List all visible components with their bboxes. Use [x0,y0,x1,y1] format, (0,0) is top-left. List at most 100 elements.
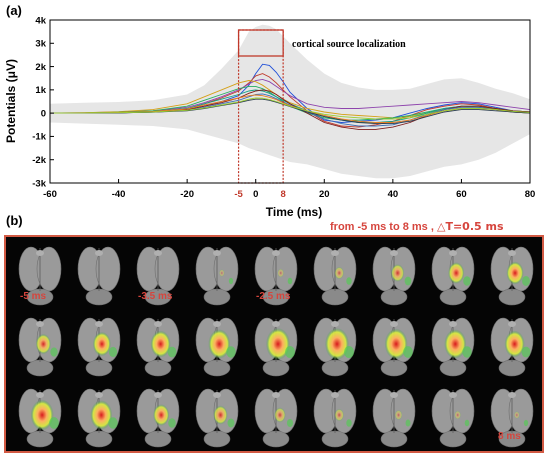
highlight-window [237,29,284,184]
brain-image [195,317,239,377]
cerebellum [26,359,54,377]
y-axis-ticks: -3k -2k -1k 0 1k 2k 3k 4k [32,15,54,189]
activation-blob [208,329,231,359]
y-tick-label: 0 [41,108,46,119]
brain-frame: -5 ms [10,239,70,311]
olfactory-bulb [331,392,339,398]
olfactory-bulb [272,392,280,398]
cerebellum [321,430,349,448]
brain-frame [128,381,188,453]
activation-secondary [522,276,530,286]
activation-secondary [462,346,472,358]
olfactory-bulb [390,250,398,256]
olfactory-bulb [331,250,339,256]
plot-frame [49,19,531,184]
olfactory-bulb [36,250,44,256]
brain-frame: 8 ms [482,381,542,453]
activation-blob [90,400,113,430]
activation-blob [391,264,405,282]
envelope-layer [50,24,530,179]
cerebellum [85,359,113,377]
cerebellum [203,359,231,377]
olfactory-bulb [213,321,221,327]
cerebellum [321,359,349,377]
olfactory-bulb [508,392,516,398]
activation-blob [384,328,408,360]
brain-frame [187,381,247,453]
brain-image [18,246,62,306]
x-tick-label: 80 [525,189,536,200]
frame-time-label: -2.5 ms [256,291,291,302]
activation-blob [153,404,170,426]
y-tick-label: 4k [35,15,46,26]
activation-secondary [464,419,470,427]
brain-activation-grid: -5 ms -3.5 ms -2.5 ms 8 ms [4,235,544,453]
brain-frame [128,310,188,382]
olfactory-bulb [95,321,103,327]
activation-secondary [227,418,235,428]
brain-image [77,388,121,448]
brain-image [313,246,357,306]
olfactory-bulb [331,321,339,327]
brain-image [18,317,62,377]
brain-frame [187,310,247,382]
cerebellum [380,359,408,377]
brain-image [313,388,357,448]
frame-time-label: 8 ms [498,431,521,442]
activation-blob [454,410,461,420]
cerebellum [262,430,290,448]
olfactory-bulb [272,250,280,256]
brain-image [372,388,416,448]
activation-blob [334,266,344,280]
olfactory-bulb [36,392,44,398]
brain-frame: -2.5 ms [246,239,306,311]
cerebellum [203,288,231,306]
olfactory-bulb [449,250,457,256]
activation-secondary [523,419,529,427]
cerebellum [380,288,408,306]
activation-blob [274,407,286,423]
series-line-3 [49,78,531,114]
brain-image [490,388,534,448]
activation-blob [325,328,349,360]
activation-blob [219,269,225,277]
x-axis-ticks: -60 -40 -20 20 40 60 80-5 80 [43,179,535,200]
cerebellum [380,430,408,448]
brain-image [195,246,239,306]
cerebellum [498,359,526,377]
activation-blob [514,411,520,419]
series-layer [49,63,531,130]
brain-image [254,317,298,377]
brain-image [136,388,180,448]
brain-image [490,246,534,306]
x-highlight-tick-label: -5 [234,189,243,200]
cerebellum [439,359,467,377]
y-axis-title: Potentials (μV) [4,59,18,143]
x-tick-label: -60 [43,189,57,200]
activation-secondary [168,418,176,428]
olfactory-bulb [272,321,280,327]
olfactory-bulb [154,250,162,256]
brain-image [431,246,475,306]
activation-blob [92,331,111,357]
activation-secondary [404,276,412,286]
olfactory-bulb [36,321,44,327]
delta-t-text: △T=0.5 ms [436,220,504,233]
olfactory-bulb [154,392,162,398]
cerebellum [498,288,526,306]
brain-image [77,317,121,377]
annotation-text: cortical source localization [292,39,406,50]
y-tick-label: -1k [32,132,46,143]
olfactory-bulb [95,392,103,398]
activation-secondary [108,346,118,358]
brain-image [254,388,298,448]
olfactory-bulb [508,250,516,256]
activation-blob [448,262,465,284]
brain-image [136,317,180,377]
brain-image [254,246,298,306]
activation-secondary [226,346,236,358]
panel-b-header: from -5 ms to 8 ms , △T=0.5 ms [330,220,504,233]
brain-image [136,246,180,306]
brain-frame [69,310,129,382]
